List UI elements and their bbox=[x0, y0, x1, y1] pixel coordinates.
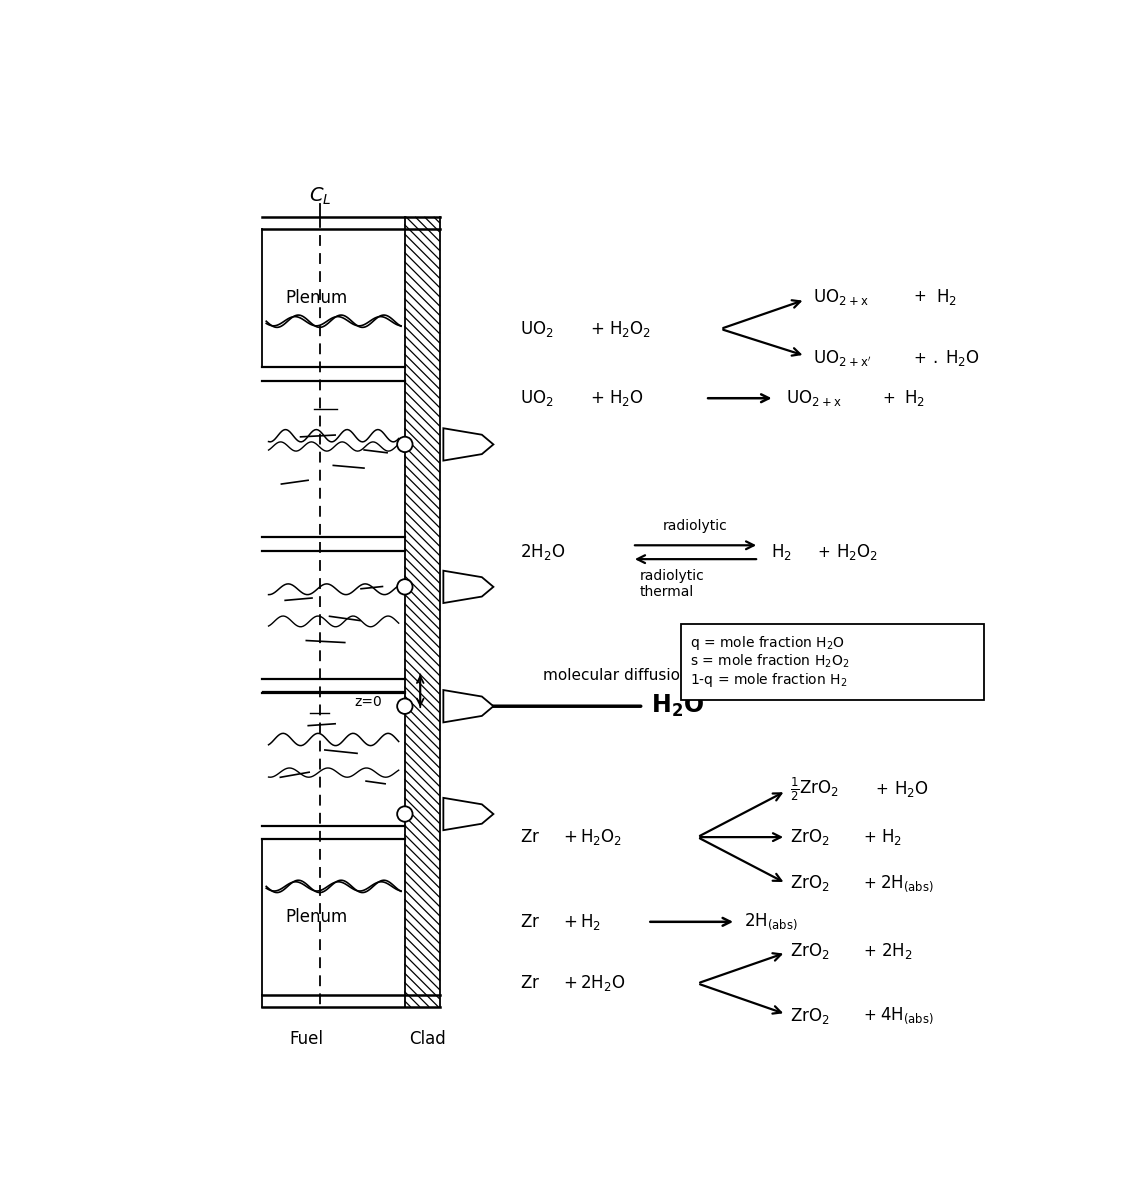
Text: $\mathrm{H_2}$: $\mathrm{H_2}$ bbox=[882, 827, 902, 847]
FancyBboxPatch shape bbox=[681, 623, 984, 700]
Text: radiolytic: radiolytic bbox=[663, 519, 727, 533]
Text: $\mathrm{UO_{2+x'}}$: $\mathrm{UO_{2+x'}}$ bbox=[813, 348, 871, 369]
Text: $+$: $+$ bbox=[563, 829, 577, 847]
Circle shape bbox=[397, 579, 413, 594]
Text: Plenum: Plenum bbox=[285, 289, 348, 307]
Text: $\mathbf{H_2O}$: $\mathbf{H_2O}$ bbox=[651, 693, 705, 719]
Text: $\mathrm{ZrO_2}$: $\mathrm{ZrO_2}$ bbox=[790, 827, 829, 847]
Text: $\mathrm{2H_2O}$: $\mathrm{2H_2O}$ bbox=[580, 974, 626, 993]
Text: $\mathrm{UO_{2+x}}$: $\mathrm{UO_{2+x}}$ bbox=[813, 287, 868, 306]
Polygon shape bbox=[443, 429, 494, 461]
Text: $\mathrm{H_2}$: $\mathrm{H_2}$ bbox=[580, 912, 601, 932]
Text: $+$: $+$ bbox=[874, 782, 888, 797]
Polygon shape bbox=[443, 570, 494, 603]
Text: $\mathrm{2H_{(abs)}}$: $\mathrm{2H_{(abs)}}$ bbox=[744, 912, 798, 932]
Text: $+$: $+$ bbox=[590, 389, 604, 407]
Circle shape bbox=[397, 699, 413, 713]
Text: $+$: $+$ bbox=[863, 944, 876, 958]
Text: q = mole fraction $\mathrm{H_2O}$: q = mole fraction $\mathrm{H_2O}$ bbox=[690, 634, 845, 652]
Circle shape bbox=[397, 437, 413, 452]
Text: $\mathit{C}_L$: $\mathit{C}_L$ bbox=[309, 186, 331, 207]
Text: $+$: $+$ bbox=[882, 390, 895, 406]
Text: $\mathrm{ZrO_2}$: $\mathrm{ZrO_2}$ bbox=[790, 942, 829, 961]
Circle shape bbox=[397, 806, 413, 821]
Text: $\mathrm{UO_2}$: $\mathrm{UO_2}$ bbox=[521, 319, 554, 339]
Text: $\frac{1}{2}\mathrm{ZrO_2}$: $\frac{1}{2}\mathrm{ZrO_2}$ bbox=[790, 776, 839, 803]
Text: $+$: $+$ bbox=[817, 545, 830, 560]
Text: $\mathrm{H_2O_2}$: $\mathrm{H_2O_2}$ bbox=[836, 542, 879, 562]
Text: $\mathrm{2H_2O}$: $\mathrm{2H_2O}$ bbox=[521, 542, 565, 562]
Text: $\mathrm{4H_{(abs)}}$: $\mathrm{4H_{(abs)}}$ bbox=[880, 1005, 934, 1026]
Text: $+$: $+$ bbox=[590, 319, 604, 337]
Text: z=0: z=0 bbox=[355, 694, 381, 709]
Text: 1-q = mole fraction $\mathrm{H_2}$: 1-q = mole fraction $\mathrm{H_2}$ bbox=[690, 671, 847, 689]
Text: $.\;\mathrm{H_2O}$: $.\;\mathrm{H_2O}$ bbox=[932, 348, 980, 369]
Text: $\mathrm{H_2O}$: $\mathrm{H_2O}$ bbox=[894, 779, 929, 800]
Polygon shape bbox=[443, 691, 494, 722]
Text: $\mathrm{Zr}$: $\mathrm{Zr}$ bbox=[521, 974, 541, 992]
Text: $+$: $+$ bbox=[563, 974, 577, 992]
Text: Fuel: Fuel bbox=[289, 1029, 323, 1047]
Text: $\mathrm{ZrO_2}$: $\mathrm{ZrO_2}$ bbox=[790, 1005, 829, 1026]
Text: $\mathrm{ZrO_2}$: $\mathrm{ZrO_2}$ bbox=[790, 873, 829, 894]
Text: $\mathrm{H_2O_2}$: $\mathrm{H_2O_2}$ bbox=[580, 827, 623, 847]
Text: $\mathrm{UO_{2+x}}$: $\mathrm{UO_{2+x}}$ bbox=[787, 388, 842, 408]
Text: $\mathrm{UO_2}$: $\mathrm{UO_2}$ bbox=[521, 388, 554, 408]
Text: $\mathrm{Zr}$: $\mathrm{Zr}$ bbox=[521, 829, 541, 847]
Text: $\mathrm{2H_{(abs)}}$: $\mathrm{2H_{(abs)}}$ bbox=[880, 873, 934, 894]
Text: $+$: $+$ bbox=[563, 913, 577, 931]
Text: radiolytic
thermal: radiolytic thermal bbox=[640, 569, 705, 599]
Text: Clad: Clad bbox=[408, 1029, 445, 1047]
Text: $\mathrm{H_2}$: $\mathrm{H_2}$ bbox=[904, 388, 925, 408]
Text: $\mathrm{Zr}$: $\mathrm{Zr}$ bbox=[521, 913, 541, 931]
Text: $\mathrm{H_2}$: $\mathrm{H_2}$ bbox=[771, 542, 791, 562]
Text: Plenum: Plenum bbox=[285, 908, 348, 926]
Text: $+$: $+$ bbox=[913, 289, 926, 304]
Text: $+$: $+$ bbox=[913, 351, 926, 365]
Text: $\mathrm{H_2}$: $\mathrm{H_2}$ bbox=[936, 287, 957, 306]
Text: $\mathrm{2H_2}$: $\mathrm{2H_2}$ bbox=[882, 942, 913, 961]
Text: s = mole fraction $\mathrm{H_2O_2}$: s = mole fraction $\mathrm{H_2O_2}$ bbox=[690, 653, 849, 670]
Polygon shape bbox=[443, 797, 494, 830]
Text: $+$: $+$ bbox=[863, 876, 876, 891]
Text: $\mathrm{H_2O}$: $\mathrm{H_2O}$ bbox=[609, 388, 644, 408]
Text: $\mathrm{H_2O_2}$: $\mathrm{H_2O_2}$ bbox=[609, 319, 651, 339]
Text: molecular diffusion: molecular diffusion bbox=[543, 668, 690, 683]
Text: $+$: $+$ bbox=[863, 830, 876, 844]
Text: $+$: $+$ bbox=[863, 1009, 876, 1023]
